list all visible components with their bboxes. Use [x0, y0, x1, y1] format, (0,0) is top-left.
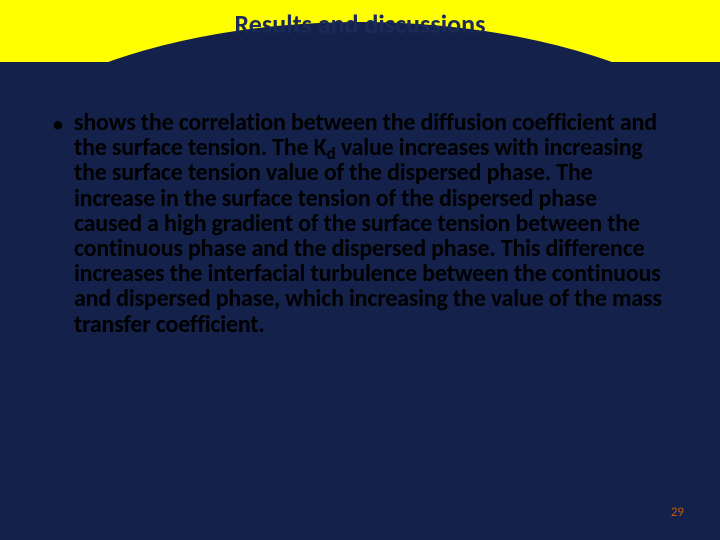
slide-title: Results and discussions: [0, 8, 720, 40]
bullet-text: shows the correlation between the diffus…: [74, 110, 668, 337]
bullet-marker: •: [52, 112, 64, 339]
bullet-text-sub: d: [327, 143, 336, 164]
slide: Results and discussions • shows the corr…: [0, 0, 720, 540]
slide-body: • shows the correlation between the diff…: [52, 110, 668, 337]
bullet-text-post: value increases with increasing the surf…: [74, 133, 662, 338]
bullet-item: • shows the correlation between the diff…: [52, 110, 668, 337]
page-number: 29: [671, 505, 684, 520]
